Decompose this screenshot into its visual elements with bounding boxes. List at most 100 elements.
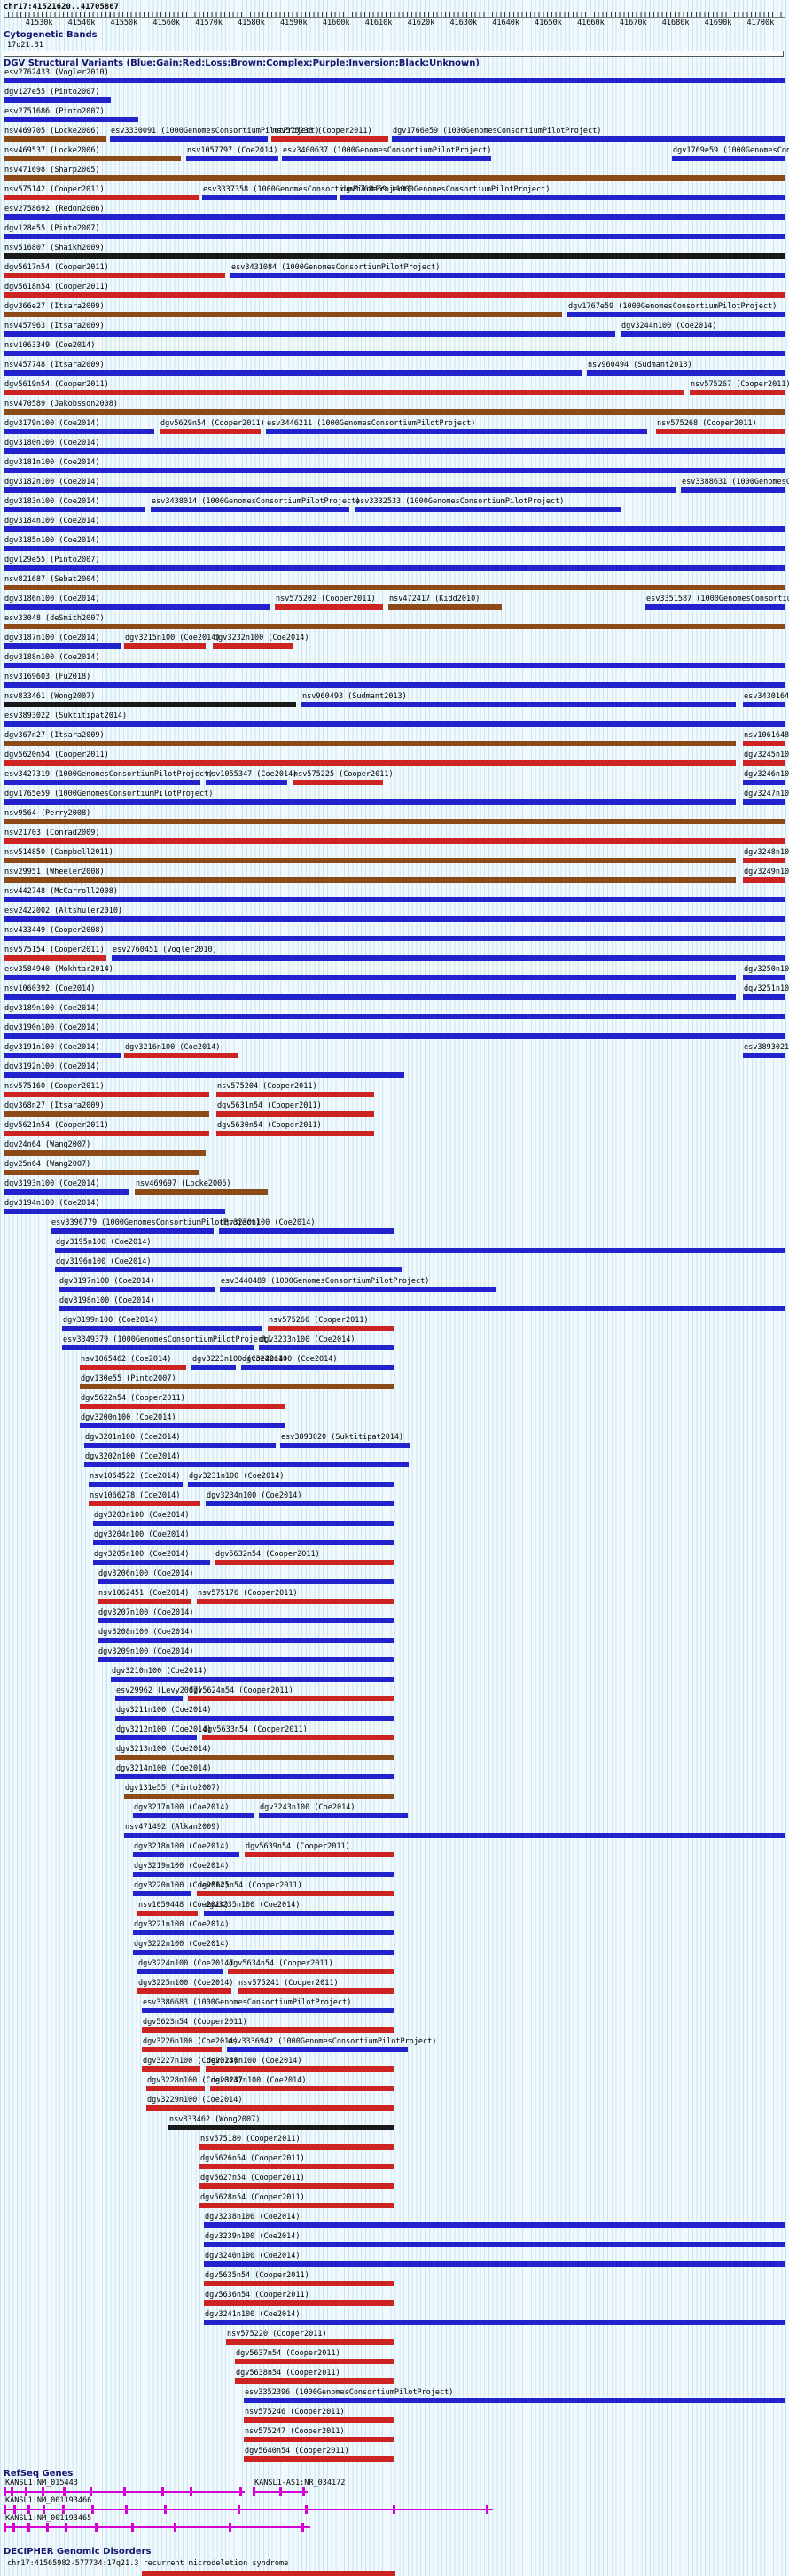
variant-bar-gain[interactable] [672, 156, 785, 161]
variant-bar-gain[interactable] [743, 1053, 785, 1058]
variant-bar-gain[interactable] [133, 1813, 254, 1818]
variant-label[interactable]: dgv3183n100 (Coe2014) [4, 497, 100, 506]
variant-label[interactable]: nsv1061648 (Coe2014) [744, 731, 789, 740]
variant-bar-gain[interactable] [4, 117, 138, 122]
variant-label[interactable]: esv3351587 (1000GenomesConsortiumPilotPr… [646, 595, 789, 603]
variant-label[interactable]: nsv1066278 (Coe2014) [90, 1491, 181, 1500]
variant-bar-gain[interactable] [55, 1267, 402, 1272]
variant-bar-loss[interactable] [743, 760, 785, 766]
variant-bar-loss[interactable] [4, 390, 684, 395]
variant-label[interactable]: nsv575247 (Cooper2011) [245, 2427, 345, 2436]
variant-bar-loss[interactable] [4, 195, 199, 200]
variant-bar-loss[interactable] [89, 1501, 200, 1506]
variant-label[interactable]: esv2760451 (Vogler2010) [113, 946, 217, 954]
variant-bar-loss[interactable] [199, 2164, 394, 2169]
variant-label[interactable]: dgv5627n54 (Cooper2011) [200, 2174, 305, 2183]
variant-bar-loss[interactable] [206, 2066, 394, 2072]
variant-bar-loss[interactable] [238, 1988, 394, 1994]
variant-label[interactable]: dgv5635n54 (Cooper2011) [205, 2271, 309, 2280]
variant-label[interactable]: dgv3230n100 (Coe2014) [220, 1218, 316, 1227]
variant-bar-complex[interactable] [4, 136, 106, 142]
variant-bar-gain[interactable] [241, 1365, 394, 1370]
variant-bar-gain[interactable] [301, 702, 736, 707]
variant-bar-complex[interactable] [124, 1794, 394, 1799]
variant-label[interactable]: dgv1765e59 (1000GenomesConsortiumPilotPr… [4, 790, 214, 798]
variant-bar-complex[interactable] [4, 858, 736, 863]
variant-bar-loss[interactable] [199, 2203, 394, 2208]
variant-bar-loss[interactable] [80, 1365, 186, 1370]
variant-label[interactable]: nsv833462 (Wong2007) [169, 2115, 261, 2124]
variant-label[interactable]: nsv29951 (Wheeler2008) [4, 868, 105, 876]
variant-bar-gain[interactable] [4, 780, 200, 785]
variant-label[interactable]: dgv24n64 (Wang2007) [4, 1140, 91, 1149]
variant-label[interactable]: esv3396779 (1000GenomesConsortiumPilotPr… [51, 1218, 261, 1227]
variant-bar-gain[interactable] [204, 1911, 394, 1916]
variant-bar-loss[interactable] [228, 1969, 394, 1974]
variant-label[interactable]: nsv471698 (Sharp2005) [4, 166, 100, 175]
variant-bar-complex[interactable] [4, 624, 785, 629]
variant-label[interactable]: dgv1767e59 (1000GenomesConsortiumPilotPr… [568, 302, 777, 311]
variant-bar-loss[interactable] [4, 955, 106, 961]
variant-bar-loss[interactable] [98, 1599, 191, 1604]
variant-label[interactable]: dgv3210n100 (Coe2014) [112, 1667, 207, 1676]
variant-label[interactable]: dgv3219n100 (Coe2014) [134, 1862, 230, 1871]
variant-bar-gain[interactable] [4, 916, 785, 922]
variant-bar-gain[interactable] [204, 2222, 785, 2228]
variant-bar-gain[interactable] [4, 429, 154, 434]
variant-label[interactable]: nsv1062451 (Coe2014) [98, 1589, 190, 1598]
variant-bar-gain[interactable] [206, 1501, 394, 1506]
variant-bar-loss[interactable] [275, 604, 383, 610]
variant-label[interactable]: dgv3227n100 (Coe2014) [143, 2057, 238, 2066]
variant-label[interactable]: nsv472417 (Kidd2010) [389, 595, 480, 603]
variant-label[interactable]: nsv575266 (Cooper2011) [269, 1316, 369, 1325]
variant-label[interactable]: dgv3248n100 (Coe2014) [744, 848, 789, 857]
variant-bar-gain[interactable] [259, 1813, 408, 1818]
variant-label[interactable]: nsv575180 (Cooper2011) [200, 2135, 301, 2144]
variant-label[interactable]: dgv129e55 (Pinto2007) [4, 556, 100, 564]
variant-label[interactable]: esv2422002 (Altshuler2010) [4, 907, 123, 915]
variant-label[interactable]: dgv3239n100 (Coe2014) [205, 2232, 301, 2241]
variant-bar-loss[interactable] [197, 1599, 394, 1604]
variant-label[interactable]: nsv575142 (Cooper2011) [4, 185, 105, 194]
variant-bar-gain[interactable] [4, 1209, 225, 1214]
variant-bar-loss[interactable] [271, 136, 388, 142]
variant-bar-complex[interactable] [4, 819, 785, 824]
variant-bar-unknown[interactable] [4, 253, 785, 259]
variant-label[interactable]: nsv457963 (Itsara2009) [4, 322, 105, 331]
variant-bar-loss[interactable] [199, 2144, 394, 2150]
variant-bar-gain[interactable] [115, 1735, 197, 1740]
variant-label[interactable]: dgv127e55 (Pinto2007) [4, 88, 100, 97]
variant-bar-gain[interactable] [62, 1326, 262, 1331]
variant-bar-gain[interactable] [743, 799, 785, 805]
variant-label[interactable]: dgv131e55 (Pinto2007) [125, 1784, 221, 1793]
variant-bar-gain[interactable] [142, 2008, 394, 2013]
variant-label[interactable]: nsv1060392 (Coe2014) [4, 984, 96, 993]
variant-label[interactable]: esv3337358 (1000GenomesConsortiumPilotPr… [203, 185, 412, 194]
variant-label[interactable]: nsv469697 (Locke2006) [136, 1179, 231, 1188]
variant-bar-gain[interactable] [98, 1657, 394, 1662]
variant-label[interactable]: dgv3190n100 (Coe2014) [4, 1023, 100, 1032]
variant-label[interactable]: dgv3231n100 (Coe2014) [189, 1472, 285, 1481]
variant-bar-complex[interactable] [4, 1170, 199, 1175]
variant-bar-gain[interactable] [204, 2320, 785, 2325]
variant-bar-gain[interactable] [124, 1833, 785, 1838]
variant-label[interactable]: dgv5631n54 (Cooper2011) [217, 1101, 322, 1110]
variant-bar-gain[interactable] [204, 2261, 785, 2267]
variant-bar-gain[interactable] [188, 1482, 394, 1487]
variant-label[interactable]: nsv575220 (Cooper2011) [227, 2330, 327, 2339]
variant-bar-gain[interactable] [645, 604, 785, 610]
variant-bar-gain[interactable] [80, 1423, 285, 1428]
variant-bar-gain[interactable] [84, 1443, 276, 1448]
variant-label[interactable]: dgv3242n100 (Coe2014) [242, 1355, 338, 1364]
variant-label[interactable]: nsv469537 (Locke2006) [4, 146, 100, 155]
variant-bar-gain[interactable] [4, 721, 785, 727]
variant-label[interactable]: dgv3213n100 (Coe2014) [116, 1745, 212, 1754]
variant-bar-gain[interactable] [355, 507, 621, 512]
variant-bar-loss[interactable] [244, 2417, 394, 2423]
variant-bar-gain[interactable] [282, 156, 491, 161]
variant-label[interactable]: esv3438014 (1000GenomesConsortiumPilotPr… [152, 497, 361, 506]
variant-bar-gain[interactable] [111, 1677, 394, 1682]
variant-label[interactable]: dgv5640n54 (Cooper2011) [245, 2447, 349, 2455]
variant-label[interactable]: esv3893021 (Suktitipat2014) [744, 1043, 789, 1052]
variant-bar-loss[interactable] [197, 1891, 394, 1896]
